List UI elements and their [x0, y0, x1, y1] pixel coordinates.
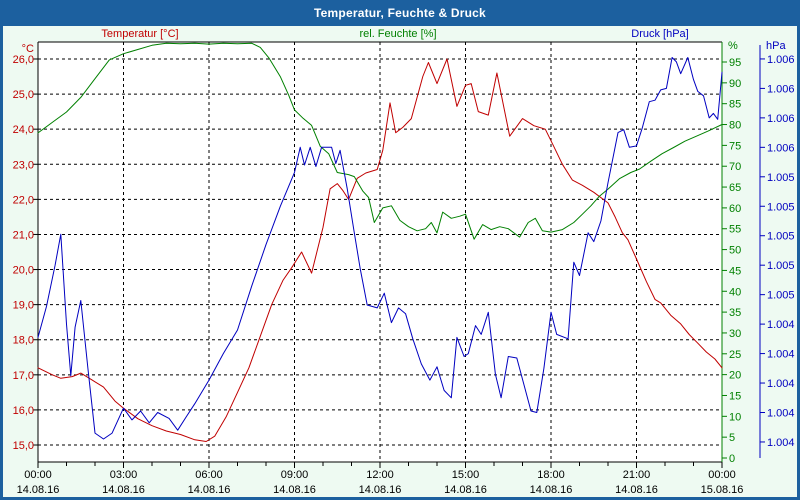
humidity-axis-unit: % [728, 40, 738, 52]
time-axis-time-label: 18:00 [537, 469, 565, 481]
humidity-axis-tick-label: 40 [729, 286, 741, 298]
pressure-axis-tick-label: 1.006 [767, 142, 795, 154]
series-humidity-line [37, 42, 723, 240]
pressure-axis-unit: hPa [766, 40, 786, 52]
temperature-axis-tick-label: 26,0 [13, 54, 34, 66]
window-title-bar: Temperatur, Feuchte & Druck [0, 0, 800, 26]
time-axis-date-label: 14.08.16 [188, 484, 231, 496]
pressure-axis-tick-label: 1.004 [767, 437, 795, 449]
humidity-axis-tick-label: 50 [729, 245, 741, 257]
humidity-axis-tick-label: 70 [729, 161, 741, 173]
time-axis-time-label: 00:00 [24, 469, 52, 481]
temperature-axis-unit: °C [22, 43, 34, 55]
temperature-axis-tick-label: 20,0 [13, 265, 34, 277]
temperature-axis-tick-label: 22,0 [13, 194, 34, 206]
time-axis-date-label: 14.08.16 [102, 484, 145, 496]
series-temperature-line [37, 58, 723, 442]
humidity-axis-tick-label: 55 [729, 224, 741, 236]
pressure-axis-tick-label: 1.005 [767, 201, 795, 213]
pressure-axis-tick-label: 1.004 [767, 378, 795, 390]
humidity-axis-tick-label: 60 [729, 203, 741, 215]
time-axis-date-label: 14.08.16 [530, 484, 573, 496]
pressure-axis-tick-label: 1.004 [767, 349, 795, 361]
pressure-axis-tick-label: 1.006 [767, 83, 795, 95]
humidity-axis-tick-label: 90 [729, 78, 741, 90]
time-axis-time-label: 09:00 [281, 469, 309, 481]
temperature-axis-tick-label: 15,0 [13, 440, 34, 452]
humidity-axis-tick-label: 15 [729, 390, 741, 402]
humidity-axis-tick-label: 5 [729, 432, 735, 444]
pressure-axis-tick-label: 1.005 [767, 172, 795, 184]
series-label-pressure: Druck [hPa] [631, 28, 688, 40]
humidity-axis-tick-label: 35 [729, 307, 741, 319]
temperature-axis-tick-label: 25,0 [13, 89, 34, 101]
window-title: Temperatur, Feuchte & Druck [314, 6, 486, 20]
pressure-axis-tick-label: 1.006 [767, 54, 795, 66]
time-axis-date-label: 14.08.16 [273, 484, 316, 496]
time-axis-date-label: 15.08.16 [701, 484, 744, 496]
humidity-axis-tick-label: 80 [729, 120, 741, 132]
temperature-axis-tick-label: 16,0 [13, 405, 34, 417]
temperature-axis-tick-label: 19,0 [13, 300, 34, 312]
humidity-axis-tick-label: 30 [729, 328, 741, 340]
time-axis-time-label: 15:00 [452, 469, 480, 481]
time-axis-date-label: 14.08.16 [615, 484, 658, 496]
humidity-axis-tick-label: 25 [729, 349, 741, 361]
time-axis-date-label: 14.08.16 [444, 484, 487, 496]
time-axis-date-label: 14.08.16 [17, 484, 60, 496]
humidity-axis-tick-label: 10 [729, 411, 741, 423]
humidity-axis-tick-label: 85 [729, 99, 741, 111]
time-axis-time-label: 21:00 [623, 469, 651, 481]
humidity-axis-tick-label: 95 [729, 57, 741, 69]
time-axis-time-label: 03:00 [110, 469, 138, 481]
pressure-axis-tick-label: 1.005 [767, 290, 795, 302]
temperature-axis-tick-label: 21,0 [13, 229, 34, 241]
humidity-axis-tick-label: 45 [729, 265, 741, 277]
pressure-axis-tick-label: 1.004 [767, 408, 795, 420]
time-axis-time-label: 00:00 [708, 469, 736, 481]
series-pressure-line [37, 57, 723, 440]
series-label-temperature: Temperatur [°C] [101, 28, 178, 40]
humidity-axis-tick-label: 20 [729, 370, 741, 382]
temperature-axis-tick-label: 18,0 [13, 335, 34, 347]
series-label-humidity: rel. Feuchte [%] [359, 28, 436, 40]
time-axis-time-label: 06:00 [195, 469, 223, 481]
pressure-axis-tick-label: 1.005 [767, 260, 795, 272]
temperature-axis-tick-label: 17,0 [13, 370, 34, 382]
time-axis-date-label: 14.08.16 [359, 484, 402, 496]
humidity-axis-tick-label: 75 [729, 140, 741, 152]
pressure-axis-tick-label: 1.004 [767, 319, 795, 331]
temperature-axis-tick-label: 24,0 [13, 124, 34, 136]
pressure-axis-tick-label: 1.006 [767, 113, 795, 125]
humidity-axis-tick-label: 0 [729, 453, 735, 465]
humidity-axis-tick-label: 65 [729, 182, 741, 194]
time-axis-time-label: 12:00 [366, 469, 394, 481]
temperature-axis-tick-label: 23,0 [13, 159, 34, 171]
pressure-axis-tick-label: 1.005 [767, 231, 795, 243]
